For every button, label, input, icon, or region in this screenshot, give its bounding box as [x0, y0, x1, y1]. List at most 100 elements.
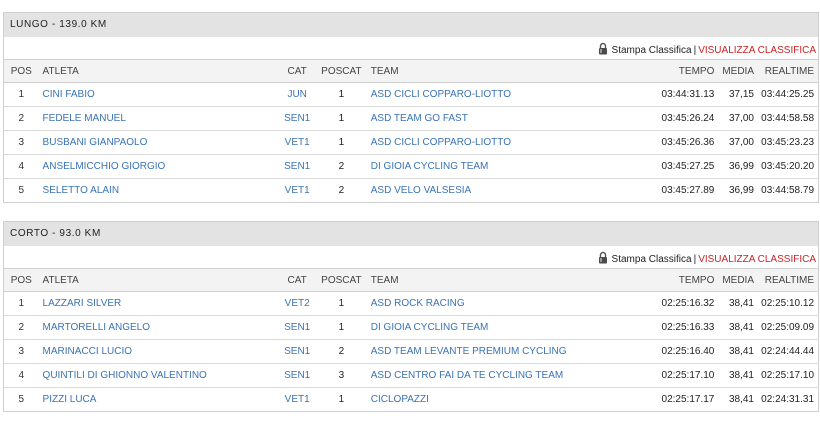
cell-cat[interactable]: JUN — [278, 82, 316, 107]
table-row: 4 QUINTILI DI GHIONNO VALENTINO SEN1 3 ASD C… — [4, 363, 818, 388]
cell-pos: 5 — [18, 394, 25, 405]
cell-cat[interactable]: SEN1 — [278, 106, 316, 131]
cell-media: 37,00 — [718, 130, 758, 155]
cell-media: 38,41 — [718, 339, 758, 364]
cell-atleta[interactable]: SELETTO ALAIN — [42, 185, 120, 196]
cell-realtime: 02:24:44.44 — [757, 339, 818, 364]
print-ranking-link[interactable]: Stampa Classifica — [611, 45, 692, 56]
cell-pos: 3 — [4, 130, 39, 155]
cell-media: 38,41 — [718, 315, 758, 340]
cell-poscat: 2 — [315, 154, 367, 179]
table-header-row: POS ATLETA CAT POSCAT TEAM TEMPO MEDIA REALTIME — [4, 59, 818, 83]
column-header-media[interactable]: MEDIA — [718, 268, 758, 292]
cell-atleta[interactable]: LAZZARI SILVER — [38, 291, 279, 316]
cell-team[interactable]: ASD ROCK RACING — [366, 291, 652, 316]
column-header-realtime[interactable]: REALTIME — [757, 59, 818, 83]
cell-team[interactable]: DI GIOIA CYCLING TEAM — [366, 154, 652, 179]
cell-realtime: 02:24:31.31 — [761, 394, 814, 405]
cell-team[interactable]: ASD TEAM GO FAST — [366, 106, 652, 131]
table-row: 3 BUSBANI GIANPAOLO VET1 1 ASD CICLI COPPARO… — [4, 130, 818, 155]
cell-cat[interactable]: VET1 — [284, 185, 310, 196]
column-header-atleta[interactable]: ATLETA — [38, 59, 279, 83]
column-header-pos[interactable]: POS — [4, 59, 39, 83]
cell-poscat: 1 — [315, 82, 367, 107]
column-header-team[interactable]: TEAM — [366, 268, 652, 292]
cell-atleta[interactable]: PIZZI LUCA — [42, 394, 97, 405]
cell-cat[interactable]: SEN1 — [278, 154, 316, 179]
cell-poscat: 2 — [315, 339, 367, 364]
lock-icon — [598, 42, 608, 55]
actions-bar: Stampa Classifica | VISUALIZZA CLASSIFICA — [4, 37, 818, 59]
cell-media: 36,99 — [718, 154, 758, 179]
results-panel-1: CORTO - 93.0 KM Stampa Classifica | VISUALI… — [3, 221, 819, 412]
table-row: 2 FEDELE MANUEL SEN1 1 ASD TEAM GO FAST 03:45… — [4, 106, 818, 131]
cell-poscat: 1 — [315, 106, 367, 131]
cell-tempo: 02:25:17.10 — [651, 363, 719, 388]
cell-cat[interactable]: SEN1 — [278, 315, 316, 340]
cell-cat[interactable]: VET1 — [284, 394, 310, 405]
cell-team[interactable]: ASD VELO VALSESIA — [370, 185, 472, 196]
print-ranking-link[interactable]: Stampa Classifica — [611, 254, 692, 265]
results-table: POS ATLETA CAT POSCAT TEAM TEMPO MEDIA REALTIME… — [4, 59, 818, 202]
column-header-team[interactable]: TEAM — [366, 59, 652, 83]
cell-pos: 1 — [4, 82, 39, 107]
column-header-cat[interactable]: CAT — [278, 268, 316, 292]
column-header-tempo[interactable]: TEMPO — [651, 268, 719, 292]
visualize-ranking-link[interactable]: VISUALIZZA CLASSIFICA — [698, 254, 816, 265]
cell-cat[interactable]: VET2 — [278, 291, 316, 316]
cell-tempo: 03:45:27.89 — [661, 185, 715, 196]
results-panel-0: LUNGO - 139.0 KM Stampa Classifica | VISUAL… — [3, 12, 819, 203]
visualize-ranking-link[interactable]: VISUALIZZA CLASSIFICA — [698, 45, 816, 56]
cell-atleta[interactable]: MARTORELLI ANGELO — [38, 315, 279, 340]
cell-poscat: 2 — [338, 185, 345, 196]
column-header-poscat[interactable]: POSCAT — [315, 59, 367, 83]
column-header-cat[interactable]: CAT — [278, 59, 316, 83]
cell-pos: 3 — [4, 339, 39, 364]
cell-realtime: 03:44:58.79 — [761, 185, 814, 196]
cell-atleta[interactable]: QUINTILI DI GHIONNO VALENTINO — [38, 363, 279, 388]
cell-tempo: 02:25:16.32 — [651, 291, 719, 316]
cell-poscat: 1 — [315, 315, 367, 340]
cell-team[interactable]: CICLOPAZZI — [370, 394, 429, 405]
cell-media: 38,41 — [728, 394, 754, 405]
separator: | — [693, 254, 697, 265]
column-header-pos[interactable]: POS — [4, 268, 39, 292]
cell-pos: 2 — [4, 315, 39, 340]
table-row: 1 LAZZARI SILVER VET2 1 ASD ROCK RACING 02:25… — [4, 291, 818, 316]
cell-pos: 4 — [4, 363, 39, 388]
cell-media: 36,99 — [728, 185, 754, 196]
cell-atleta[interactable]: BUSBANI GIANPAOLO — [38, 130, 279, 155]
cell-media: 37,15 — [718, 82, 758, 107]
cell-cat[interactable]: SEN1 — [278, 363, 316, 388]
cell-pos: 1 — [4, 291, 39, 316]
column-header-media[interactable]: MEDIA — [718, 59, 758, 83]
table-row: 3 MARINACCI LUCIO SEN1 2 ASD TEAM LEVANTE PR… — [4, 339, 818, 364]
column-header-realtime[interactable]: REALTIME — [757, 268, 818, 292]
cell-realtime: 02:25:09.09 — [757, 315, 818, 340]
cell-atleta[interactable]: FEDELE MANUEL — [38, 106, 279, 131]
cell-team[interactable]: DI GIOIA CYCLING TEAM — [366, 315, 652, 340]
cell-realtime: 03:44:58.58 — [757, 106, 818, 131]
column-header-atleta[interactable]: ATLETA — [38, 268, 279, 292]
cell-realtime: 03:45:20.20 — [757, 154, 818, 179]
cell-atleta[interactable]: MARINACCI LUCIO — [38, 339, 279, 364]
table-row: 5 SELETTO ALAIN VET1 2 ASD VELO VALSESIA 03:4… — [4, 179, 818, 203]
cell-poscat: 1 — [315, 291, 367, 316]
cell-atleta[interactable]: ANSELMICCHIO GIORGIO — [38, 154, 279, 179]
cell-team[interactable]: ASD CICLI COPPARO-LIOTTO — [366, 82, 652, 107]
table-row: 1 CINI FABIO JUN 1 ASD CICLI COPPARO-LIOTTO 0… — [4, 82, 818, 107]
cell-team[interactable]: ASD CICLI COPPARO-LIOTTO — [366, 130, 652, 155]
cell-realtime: 02:25:10.12 — [757, 291, 818, 316]
cell-team[interactable]: ASD CENTRO FAI DA TE CYCLING TEAM — [366, 363, 652, 388]
cell-tempo: 03:45:26.36 — [651, 130, 719, 155]
cell-poscat: 3 — [315, 363, 367, 388]
cell-cat[interactable]: SEN1 — [278, 339, 316, 364]
results-table: POS ATLETA CAT POSCAT TEAM TEMPO MEDIA REALTIME… — [4, 268, 818, 411]
cell-media: 38,41 — [718, 363, 758, 388]
column-header-tempo[interactable]: TEMPO — [651, 59, 719, 83]
column-header-poscat[interactable]: POSCAT — [315, 268, 367, 292]
separator: | — [693, 45, 697, 56]
cell-team[interactable]: ASD TEAM LEVANTE PREMIUM CYCLING — [366, 339, 652, 364]
cell-cat[interactable]: VET1 — [278, 130, 316, 155]
cell-atleta[interactable]: CINI FABIO — [38, 82, 279, 107]
